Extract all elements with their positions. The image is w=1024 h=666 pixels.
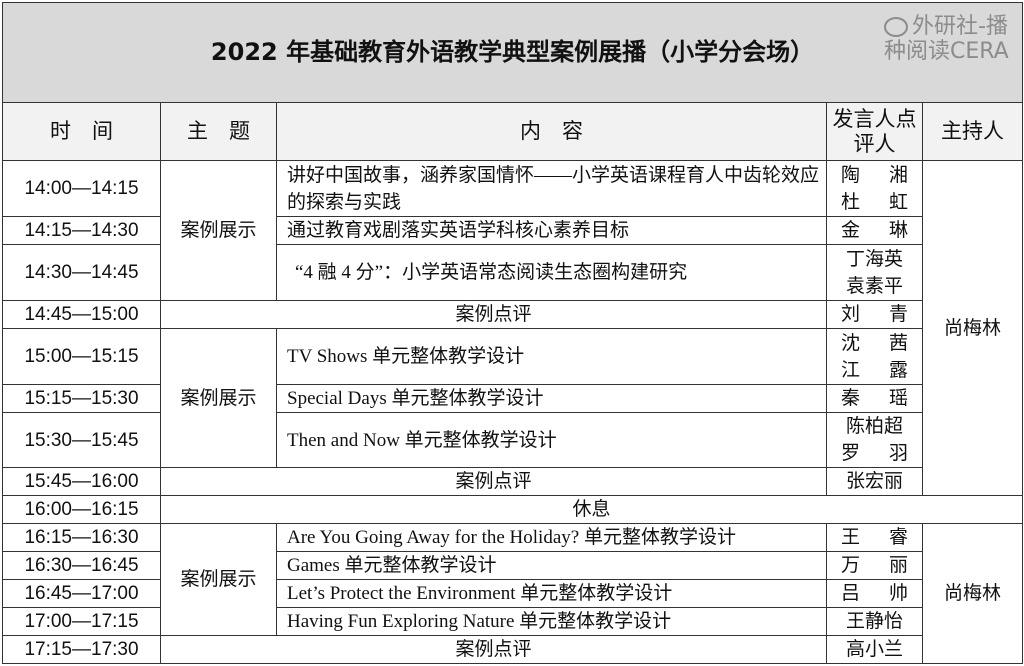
speaker-cell: 沈茜江露	[826, 328, 923, 385]
time-cell: 16:15—16:30	[2, 523, 161, 552]
table-row: 15:15—15:30 Special Days 单元整体教学设计 秦瑶	[2, 384, 1023, 413]
table-row: 16:15—16:30 案例展示 Are You Going Away for …	[2, 523, 1024, 664]
content-cell: Are You Going Away for the Holiday? 单元整体…	[276, 523, 827, 552]
speaker-cell: 陈柏超罗羽	[826, 412, 923, 468]
table-row: 15:00—15:15 案例展示 TV Shows 单元整体教学设计 沈茜江露	[2, 328, 1023, 468]
content-cell: Let’s Protect the Environment 单元整体教学设计	[276, 579, 827, 608]
time-cell: 16:45—17:00	[2, 579, 161, 608]
host-cell: 尚梅林	[921, 160, 1024, 496]
table-row: 16:30—16:45 Games 单元整体教学设计 万丽	[2, 551, 1023, 580]
content-cell: Games 单元整体教学设计	[276, 551, 827, 580]
speaker-cell: 秦瑶	[826, 384, 923, 413]
host-cell: 尚梅林	[921, 523, 1024, 664]
time-cell: 14:45—15:00	[2, 300, 161, 329]
table-row: 15:30—15:45 Then and Now 单元整体教学设计 陈柏超罗羽	[2, 412, 1023, 468]
topic-cell: 案例展示	[160, 523, 277, 636]
review-cell: 案例点评	[160, 300, 827, 329]
break-cell: 休息	[159, 495, 1024, 524]
header-time: 时 间	[2, 102, 161, 161]
table-row: 17:00—17:15 Having Fun Exploring Nature …	[2, 607, 1023, 636]
time-cell: 16:00—16:15	[2, 495, 161, 524]
time-cell: 16:30—16:45	[2, 551, 161, 580]
speaker-cell: 万丽	[826, 551, 923, 580]
header-host: 主持人	[921, 102, 1024, 161]
table-row: 14:00—14:15 案例展示 讲好中国故事，涵养家国情怀——小学英语课程育人…	[2, 160, 1024, 496]
weibo-icon	[884, 17, 908, 37]
table-row: 14:15—14:30 通过教育戏剧落实英语学科核心素养目标 金琳	[2, 216, 1023, 245]
time-cell: 15:00—15:15	[2, 328, 161, 385]
content-cell: “4 融 4 分”：小学英语常态阅读生态圈构建研究	[276, 244, 827, 301]
content-cell: Having Fun Exploring Nature 单元整体教学设计	[276, 607, 827, 636]
watermark: 外研社-播种阅读CERA	[884, 14, 1009, 64]
speaker-cell: 王睿	[826, 523, 923, 552]
table-row: 15:45—16:00 案例点评 张宏丽	[2, 467, 1023, 496]
table-row: 16:00—16:15 休息	[2, 495, 1024, 524]
speaker-cell: 王静怡	[826, 607, 923, 636]
speaker-cell: 刘青	[826, 300, 923, 329]
review-cell: 案例点评	[160, 635, 827, 664]
table-row: 17:15—17:30 案例点评 高小兰	[2, 635, 1023, 664]
content-cell: 通过教育戏剧落实英语学科核心素养目标	[276, 216, 827, 245]
time-cell: 15:45—16:00	[2, 467, 161, 496]
header-content: 内 容	[276, 102, 827, 161]
table-row: 16:45—17:00 Let’s Protect the Environmen…	[2, 579, 1023, 608]
table-row: 14:45—15:00 案例点评 刘青	[2, 300, 1023, 329]
time-cell: 17:00—17:15	[2, 607, 161, 636]
table-row: 14:30—14:45 “4 融 4 分”：小学英语常态阅读生态圈构建研究 丁海…	[2, 244, 1023, 301]
header-speaker: 发言人点评人	[826, 102, 923, 161]
topic-cell: 案例展示	[160, 160, 277, 301]
speaker-cell: 吕帅	[826, 579, 923, 608]
speaker-cell: 高小兰	[826, 635, 923, 664]
content-cell: 讲好中国故事，涵养家国情怀——小学英语课程育人中齿轮效应的探索与实践	[276, 160, 827, 217]
review-cell: 案例点评	[160, 467, 827, 496]
content-cell: Then and Now 单元整体教学设计	[276, 412, 827, 468]
page-title: 2022 年基础教育外语教学典型案例展播（小学分会场）	[1, 2, 1024, 103]
time-cell: 15:30—15:45	[2, 412, 161, 468]
speaker-cell: 陶湘杜虹	[826, 160, 923, 217]
speaker-cell: 丁海英 袁素平	[826, 244, 923, 301]
time-cell: 17:15—17:30	[2, 635, 161, 664]
time-cell: 14:30—14:45	[2, 244, 161, 301]
topic-cell: 案例展示	[160, 328, 277, 468]
speaker-cell: 张宏丽	[826, 467, 923, 496]
speaker-cell: 金琳	[826, 216, 923, 245]
time-cell: 14:15—14:30	[2, 216, 161, 245]
content-cell: Special Days 单元整体教学设计	[276, 384, 827, 413]
time-cell: 15:15—15:30	[2, 384, 161, 413]
time-cell: 14:00—14:15	[2, 160, 161, 217]
header-topic: 主 题	[160, 102, 277, 161]
content-cell: TV Shows 单元整体教学设计	[276, 328, 827, 385]
